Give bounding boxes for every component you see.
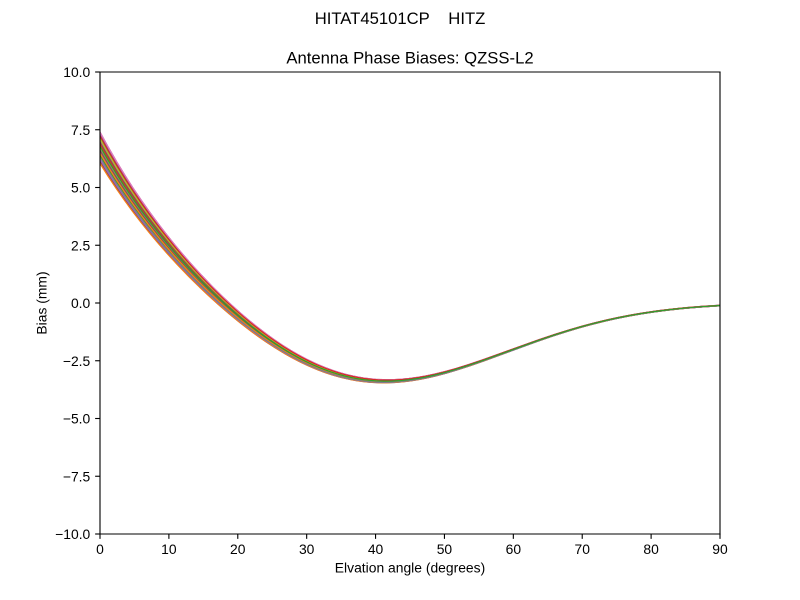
svg-text:0.0: 0.0 — [71, 295, 91, 311]
svg-text:5.0: 5.0 — [71, 180, 91, 196]
svg-text:−5.0: −5.0 — [63, 411, 91, 427]
svg-text:−10.0: −10.0 — [55, 526, 90, 542]
svg-text:60: 60 — [506, 541, 522, 557]
svg-text:80: 80 — [643, 541, 659, 557]
svg-text:HITAT45101CP HITZ: HITAT45101CP HITZ — [315, 9, 486, 28]
svg-text:−2.5: −2.5 — [63, 353, 91, 369]
svg-text:2.5: 2.5 — [71, 237, 91, 253]
svg-text:10.0: 10.0 — [63, 64, 90, 80]
svg-text:7.5: 7.5 — [71, 122, 91, 138]
svg-text:30: 30 — [299, 541, 315, 557]
svg-text:50: 50 — [437, 541, 453, 557]
svg-text:Elvation angle (degrees): Elvation angle (degrees) — [335, 559, 485, 575]
svg-text:40: 40 — [368, 541, 384, 557]
svg-text:20: 20 — [230, 541, 246, 557]
svg-text:0: 0 — [96, 541, 104, 557]
svg-text:90: 90 — [712, 541, 728, 557]
svg-text:Bias (mm): Bias (mm) — [34, 271, 50, 334]
svg-text:10: 10 — [161, 541, 177, 557]
svg-text:−7.5: −7.5 — [63, 468, 91, 484]
svg-text:Antenna Phase Biases: QZSS-L2: Antenna Phase Biases: QZSS-L2 — [286, 49, 533, 68]
svg-text:70: 70 — [575, 541, 591, 557]
